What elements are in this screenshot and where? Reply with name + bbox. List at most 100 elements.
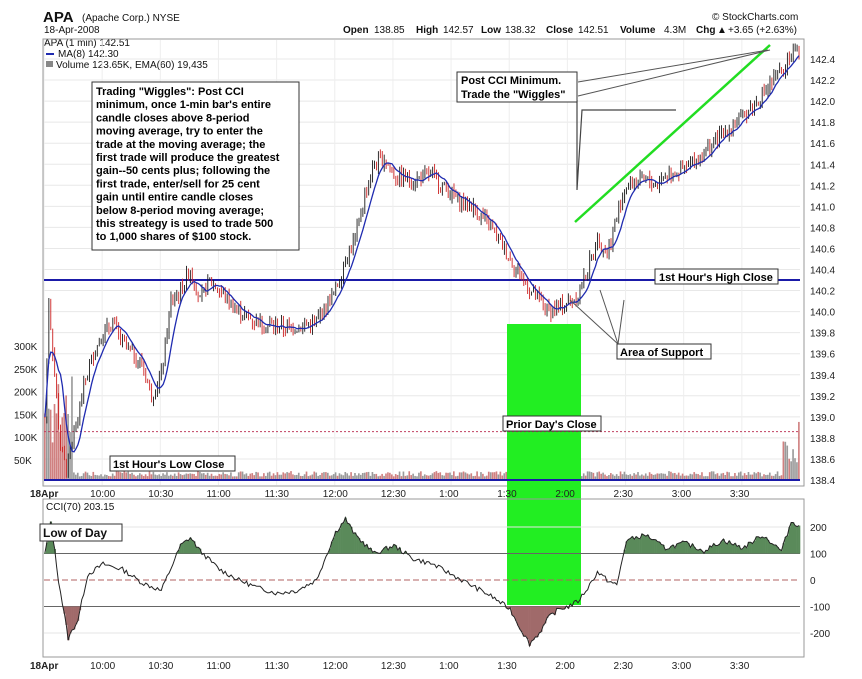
- area-support-box: [616, 343, 712, 360]
- ticker: APA: [43, 9, 74, 26]
- cci-positive-fill: [381, 550, 384, 554]
- wiggles-note-box: [91, 81, 300, 251]
- volume-bar: [708, 472, 711, 480]
- cci-positive-fill: [796, 526, 799, 554]
- prior-close-box: [502, 415, 602, 432]
- cci-negative-fill: [65, 606, 68, 625]
- volume-bar: [88, 475, 91, 480]
- volume-bar: [239, 471, 242, 480]
- volume-bar: [86, 472, 89, 480]
- volume-bar: [718, 475, 721, 480]
- volume-bar: [321, 472, 323, 480]
- cci-negative-fill: [71, 606, 74, 630]
- green-highlight-box: [507, 324, 581, 605]
- price-tick-label: 141.8: [810, 118, 835, 129]
- volume-bar: [497, 474, 500, 480]
- volume-bar: [131, 472, 133, 480]
- volume-bar: [672, 473, 674, 480]
- price-panel: [42, 38, 805, 487]
- volume-bar: [644, 473, 647, 480]
- cci-positive-fill: [330, 541, 334, 554]
- volume-bar: [98, 475, 100, 480]
- volume-bar: [466, 473, 469, 480]
- volume-bar: [272, 473, 275, 480]
- cci-x-tick-label: 12:30: [381, 661, 406, 672]
- volume-bar: [297, 472, 300, 480]
- volume-bar: [418, 472, 420, 480]
- volume-bar: [278, 474, 281, 480]
- volume-bar: [111, 473, 114, 480]
- cci-positive-fill: [625, 541, 628, 554]
- wiggles-note-line: this streategy is used to trade 500: [96, 218, 273, 230]
- volume-bar: [129, 473, 131, 480]
- volume-bar: [761, 476, 763, 480]
- cci-positive-fill: [47, 530, 51, 554]
- cci-x-tick-label: 18Apr: [30, 661, 58, 672]
- volume-bar: [451, 475, 453, 480]
- volume-bar: [406, 475, 409, 480]
- volume-bar: [251, 473, 254, 480]
- volume-bar: [288, 472, 290, 480]
- volume-bar: [501, 475, 504, 480]
- volume-bar: [243, 474, 246, 480]
- volume-bar: [325, 472, 327, 480]
- volume-bar: [168, 475, 170, 480]
- cci-positive-fill: [724, 542, 727, 554]
- volume-bar: [685, 475, 688, 480]
- volume-bar: [152, 471, 155, 480]
- volume-bar: [363, 472, 366, 480]
- volume-bar: [197, 471, 199, 480]
- volume-bar: [594, 476, 597, 480]
- volume-bar: [453, 471, 455, 480]
- volume-bar: [100, 474, 102, 480]
- volume-bar: [431, 473, 434, 480]
- volume-bar: [420, 471, 422, 480]
- cci-positive-fill: [741, 548, 745, 554]
- cci-positive-fill: [706, 550, 710, 554]
- cci-positive-fill: [193, 541, 196, 554]
- volume-bar: [206, 472, 209, 480]
- support-pointer-3: [617, 299, 625, 345]
- volume-bar: [135, 476, 137, 480]
- cci-positive-fill: [394, 545, 398, 554]
- cci-positive-fill: [763, 537, 766, 554]
- volume-bar: [257, 472, 259, 480]
- support-pointer-1: [569, 299, 619, 345]
- volume-bar: [472, 476, 475, 480]
- cci-tick-label: 0: [810, 576, 816, 587]
- volume-bar: [327, 472, 329, 480]
- cci-x-tick-label: 1:00: [439, 661, 459, 672]
- volume-bar: [772, 475, 775, 480]
- volume-bar: [767, 474, 769, 480]
- volume-bar: [323, 472, 325, 480]
- volume-bar: [726, 471, 728, 480]
- post-cci-line-1: Post CCI Minimum.: [461, 75, 561, 87]
- volume-bar: [84, 471, 87, 480]
- volume-bar: [720, 473, 723, 480]
- open-label: Open: [343, 25, 369, 36]
- volume-bar: [736, 475, 738, 480]
- cci-positive-fill: [780, 550, 783, 554]
- cci-panel: [42, 498, 805, 658]
- volume-bar: [741, 475, 744, 480]
- cci-x-tick-label: 12:00: [323, 661, 348, 672]
- wiggles-note-line: below 8-period moving average;: [96, 205, 264, 217]
- high-value: 142.57: [443, 25, 474, 36]
- volume-bar: [627, 475, 630, 480]
- cci-positive-fill: [398, 547, 401, 554]
- cci-negative-fill: [522, 606, 526, 637]
- volume-bar: [154, 474, 157, 480]
- volume-bar: [693, 472, 696, 480]
- volume-bar: [296, 474, 298, 480]
- volume-bar: [330, 475, 333, 480]
- cci-negative-fill: [555, 606, 558, 609]
- volume-tick-label: 50K: [14, 456, 32, 467]
- cci-positive-fill: [722, 539, 725, 554]
- volume-bar: [447, 472, 449, 480]
- cci-positive-fill: [734, 543, 737, 554]
- cci-positive-fill: [699, 549, 702, 554]
- cci-positive-fill: [755, 536, 758, 554]
- volume-bar: [241, 471, 244, 480]
- volume-bar: [255, 471, 257, 480]
- cci-negative-fill: [553, 606, 557, 615]
